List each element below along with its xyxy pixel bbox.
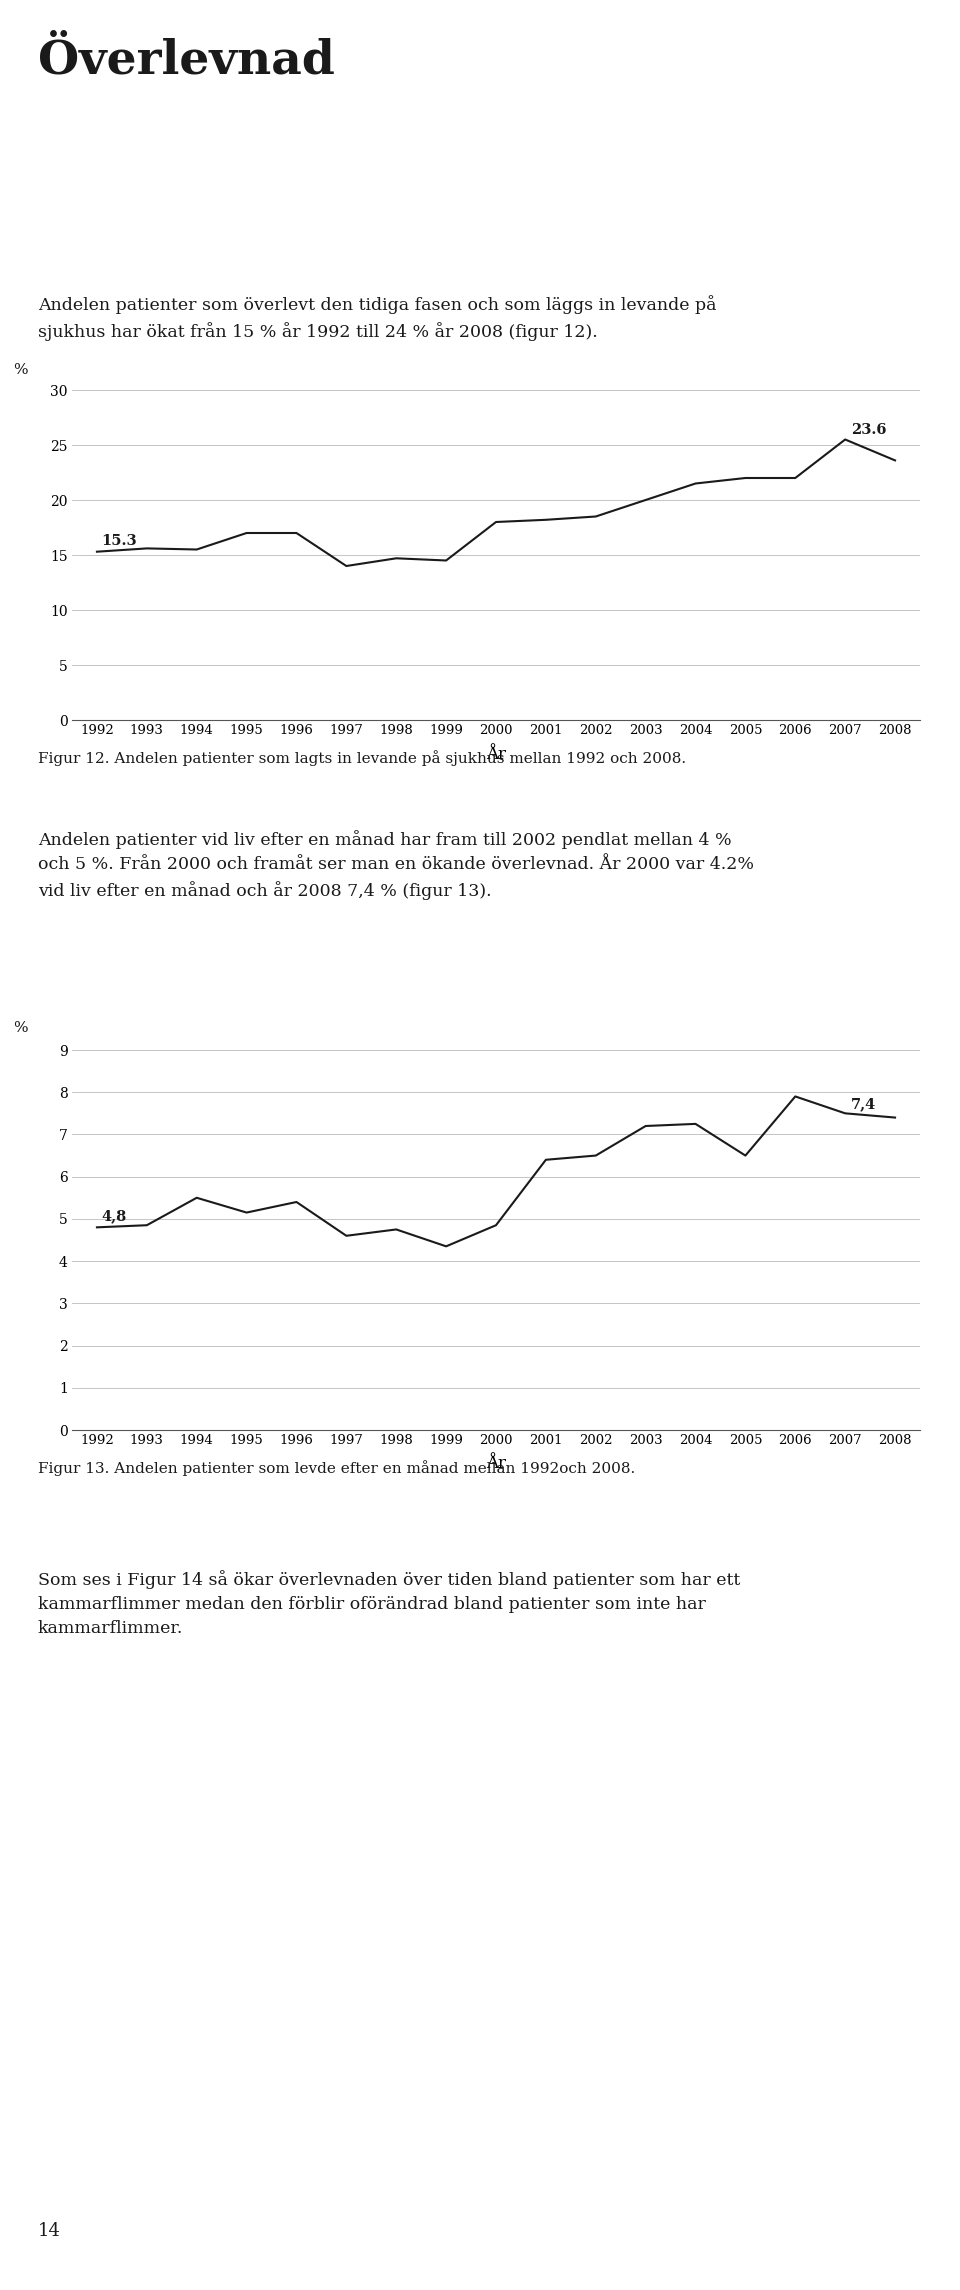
X-axis label: År: År: [486, 747, 506, 763]
Text: %: %: [12, 362, 27, 378]
Text: 15.3: 15.3: [101, 534, 136, 547]
Text: 14: 14: [38, 2221, 60, 2240]
X-axis label: År: År: [486, 1456, 506, 1472]
Text: 23.6: 23.6: [851, 424, 886, 437]
Text: Andelen patienter vid liv efter en månad har fram till 2002 pendlat mellan 4 %
o: Andelen patienter vid liv efter en månad…: [38, 829, 754, 900]
Text: 7,4: 7,4: [851, 1097, 876, 1111]
Text: Överlevnad: Överlevnad: [38, 39, 335, 85]
Text: 4,8: 4,8: [101, 1209, 127, 1223]
Text: Som ses i Figur 14 så ökar överlevnaden över tiden bland patienter som har ett
k: Som ses i Figur 14 så ökar överlevnaden …: [38, 1571, 740, 1637]
Text: Figur 12. Andelen patienter som lagts in levande på sjukhus mellan 1992 och 2008: Figur 12. Andelen patienter som lagts in…: [38, 751, 686, 765]
Text: Figur 13. Andelen patienter som levde efter en månad mellan 1992och 2008.: Figur 13. Andelen patienter som levde ef…: [38, 1461, 636, 1475]
Text: Andelen patienter som överlevt den tidiga fasen och som läggs in levande på
sjuk: Andelen patienter som överlevt den tidig…: [38, 295, 716, 341]
Text: %: %: [12, 1021, 27, 1035]
